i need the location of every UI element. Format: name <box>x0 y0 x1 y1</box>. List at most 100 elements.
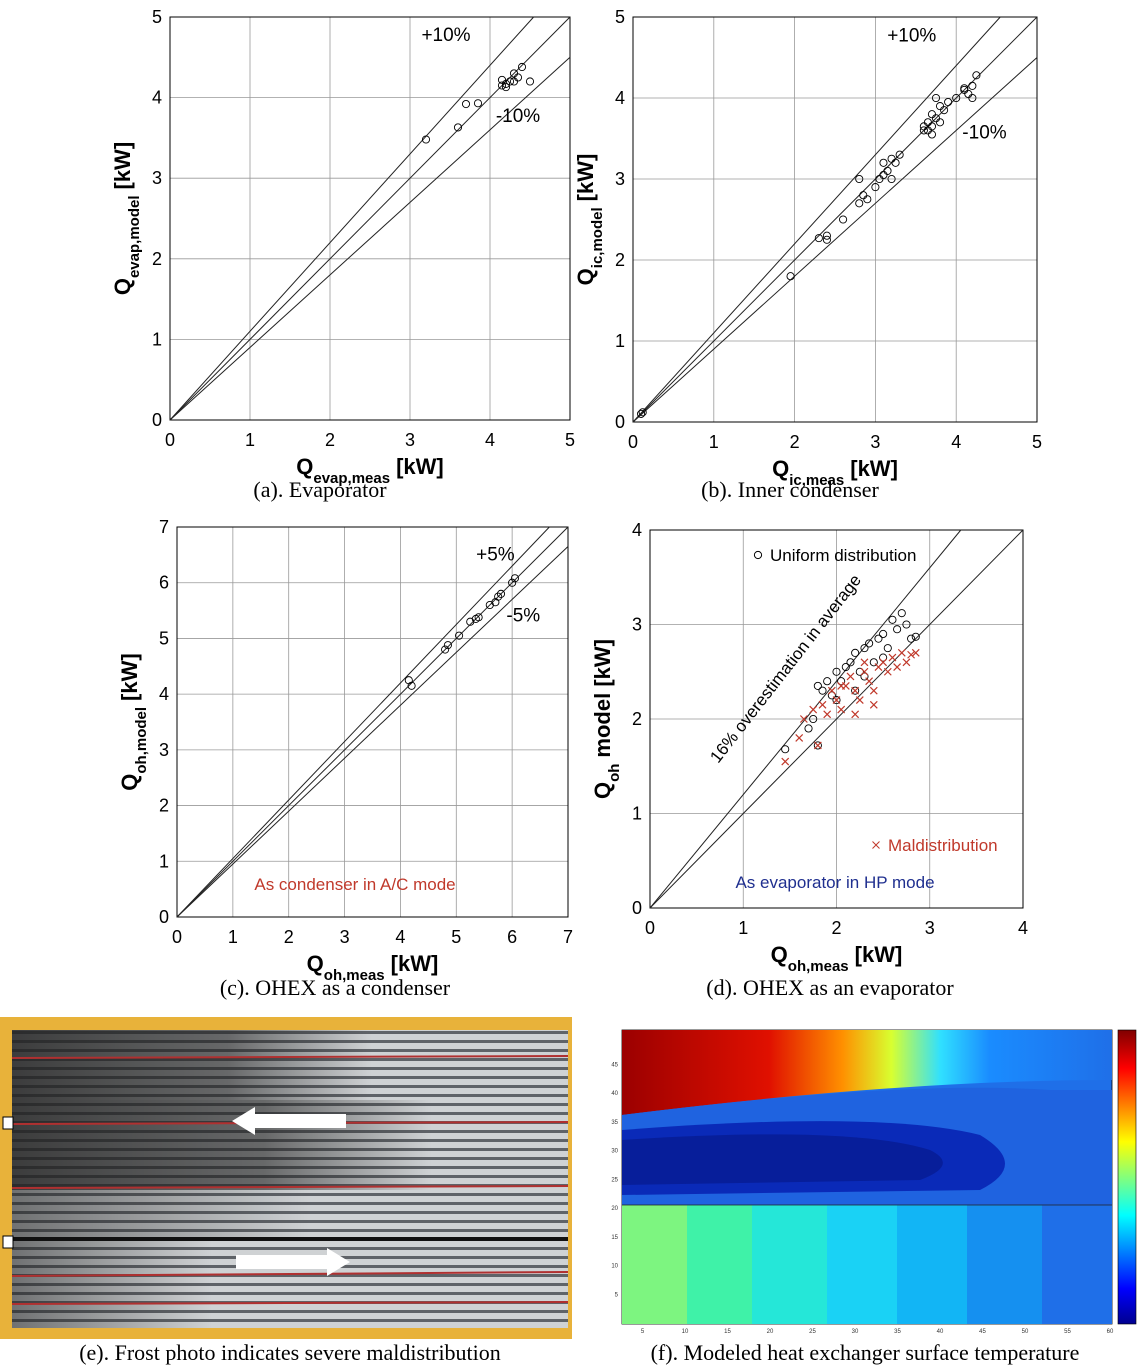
y-tick-label: 0 <box>632 898 642 918</box>
x-axis-title-main: Q <box>296 454 313 479</box>
point <box>895 150 904 159</box>
point <box>927 130 937 139</box>
x-tick-label: 3 <box>405 430 415 450</box>
y-axis-title-main: Q <box>590 782 615 799</box>
x-axis-title-unit: [kW] <box>850 456 898 481</box>
point <box>496 589 506 598</box>
contour-y-tick: 5 <box>615 1292 619 1298</box>
point <box>781 745 790 754</box>
point <box>407 681 416 690</box>
point <box>855 199 864 208</box>
point <box>517 62 527 72</box>
x-tick-label: 4 <box>395 927 405 947</box>
caption: (d). OHEX as an evaporator <box>706 975 954 1000</box>
y-axis-title-main: Q <box>110 278 135 295</box>
point <box>501 79 511 88</box>
y-tick-label: 3 <box>152 168 162 188</box>
x-axis-title-sub: oh,meas <box>324 967 385 984</box>
x-axis-title-sub: oh,meas <box>788 958 849 975</box>
y-tick-label: 0 <box>615 412 625 432</box>
point <box>931 93 941 103</box>
point <box>832 696 841 705</box>
point <box>813 681 822 690</box>
reference-line <box>632 16 1001 423</box>
point <box>501 83 511 92</box>
point <box>473 99 483 108</box>
y-axis-title: Qoh,model [kW] <box>117 653 150 790</box>
contour-x-tick: 30 <box>852 1329 859 1335</box>
point <box>879 653 888 662</box>
legend-label: Maldistribution <box>888 836 998 855</box>
point <box>441 645 450 654</box>
y-tick-label: 0 <box>152 410 162 430</box>
x-tick-label: 1 <box>228 927 238 947</box>
point <box>860 644 869 653</box>
x-tick-label: 5 <box>565 430 575 450</box>
x-tick-label: 3 <box>870 432 880 452</box>
point <box>869 700 878 709</box>
point <box>888 653 897 662</box>
point <box>421 135 431 144</box>
x-axis-title-main: Q <box>307 951 324 976</box>
x-tick-label: 5 <box>451 927 461 947</box>
reference-label: +10% <box>421 25 470 46</box>
point <box>923 126 932 135</box>
point <box>822 231 831 240</box>
point <box>927 122 937 131</box>
point <box>902 620 911 629</box>
point <box>883 644 892 653</box>
contour-y-tick: 25 <box>611 1177 618 1183</box>
x-tick-label: 2 <box>790 432 800 452</box>
point <box>638 408 647 417</box>
point <box>879 170 888 179</box>
caption: (b). Inner condenser <box>701 477 879 502</box>
x-axis-title-main: Q <box>772 456 789 481</box>
reference-line <box>649 529 1024 909</box>
reference-line <box>632 16 1038 423</box>
point <box>952 93 961 103</box>
point <box>510 574 519 583</box>
point <box>818 686 827 695</box>
point <box>837 705 846 714</box>
contour-x-tick: 55 <box>1064 1329 1071 1335</box>
point <box>453 123 463 132</box>
point <box>855 667 864 676</box>
plot-frame <box>169 16 571 421</box>
plot-frame <box>649 529 1024 909</box>
contour-y-tick: 20 <box>611 1206 618 1212</box>
point <box>525 77 535 86</box>
contour-x-tick: 50 <box>1022 1329 1029 1335</box>
point <box>455 631 464 640</box>
reference-line <box>176 546 569 918</box>
y-tick-label: 2 <box>159 796 169 816</box>
point <box>968 81 977 90</box>
reference-line <box>649 529 962 909</box>
point <box>907 650 916 659</box>
point <box>865 677 874 686</box>
y-tick-label: 1 <box>615 331 625 351</box>
y-tick-label: 3 <box>159 740 169 760</box>
point <box>832 696 841 705</box>
contour-y-tick: 10 <box>611 1264 618 1270</box>
point <box>497 81 507 90</box>
point <box>474 613 483 622</box>
legend-marker <box>872 841 880 849</box>
x-axis-title-unit: [kW] <box>855 942 903 967</box>
x-axis-title-unit: [kW] <box>391 951 439 976</box>
x-tick-label: 4 <box>485 430 495 450</box>
x-axis-title-unit: [kW] <box>396 454 444 479</box>
plot-frame <box>632 16 1038 423</box>
x-tick-label: 0 <box>645 918 655 938</box>
y-axis-title-unit: model [kW] <box>590 639 615 758</box>
y-axis-title-unit: [kW] <box>573 154 598 202</box>
point <box>859 191 868 200</box>
point <box>809 705 818 714</box>
y-axis-title: Qic,model [kW] <box>573 154 606 286</box>
point <box>813 741 822 750</box>
contour-x-tick: 35 <box>894 1329 901 1335</box>
point <box>822 235 831 244</box>
x-axis-title: Qevap,meas [kW] <box>296 454 444 487</box>
point <box>839 215 848 224</box>
y-axis-title-sub: evap,model <box>126 196 143 279</box>
y-tick-label: 5 <box>152 7 162 27</box>
